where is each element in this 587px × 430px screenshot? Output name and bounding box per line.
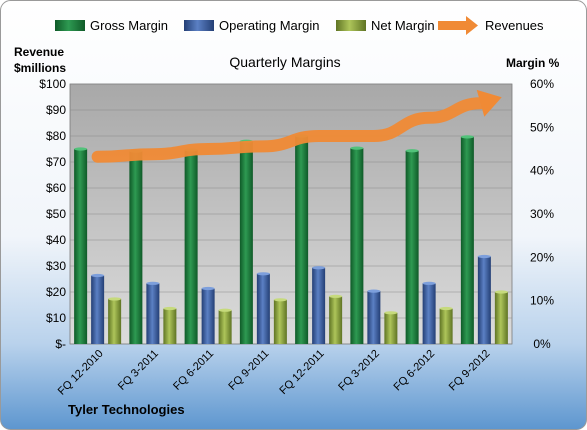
bar-cap-operating-margin bbox=[312, 266, 326, 270]
bar-cap-net-margin bbox=[439, 306, 453, 311]
bar-cap-net-margin bbox=[163, 306, 177, 311]
left-tick-label: $90 bbox=[46, 103, 66, 117]
left-tick-label: $10 bbox=[46, 311, 66, 325]
right-axis-label: Margin % bbox=[506, 56, 560, 70]
legend-label-gross-margin: Gross Margin bbox=[90, 18, 168, 33]
bar-gross-margin bbox=[74, 149, 88, 344]
bar-operating-margin bbox=[312, 267, 326, 344]
right-tick-label: 10% bbox=[530, 294, 554, 308]
bar-net-margin bbox=[329, 296, 343, 344]
left-tick-label: $60 bbox=[46, 181, 66, 195]
bars bbox=[74, 134, 508, 344]
bar-gross-margin bbox=[350, 148, 364, 344]
bar-cap-operating-margin bbox=[146, 281, 160, 285]
bar-net-margin bbox=[273, 299, 287, 344]
left-tick-label: $100 bbox=[39, 77, 66, 91]
legend-arrow-revenues bbox=[438, 16, 478, 35]
bar-gross-margin bbox=[405, 150, 419, 344]
legend: Gross Margin Operating Margin Net Margin… bbox=[55, 16, 544, 35]
right-tick-label: 60% bbox=[530, 77, 554, 91]
left-tick-label: $- bbox=[55, 337, 66, 351]
left-axis-label-line2: $millions bbox=[14, 61, 66, 75]
right-axis-ticks: 0% 10% 20% 30% 40% 50% 60% bbox=[530, 77, 554, 351]
legend-swatch-net-margin bbox=[336, 20, 366, 31]
bar-cap-net-margin bbox=[108, 297, 122, 301]
bar-cap-gross-margin bbox=[405, 149, 419, 153]
bar-gross-margin bbox=[295, 136, 309, 344]
revenue-arrowhead bbox=[476, 89, 502, 117]
footer-company: Tyler Technologies bbox=[68, 402, 185, 417]
chart-title: Quarterly Margins bbox=[229, 54, 340, 70]
right-tick-label: 50% bbox=[530, 120, 554, 134]
bar-cap-operating-margin bbox=[477, 254, 491, 259]
bar-cap-net-margin bbox=[384, 311, 398, 315]
bar-gross-margin bbox=[239, 141, 253, 344]
legend-label-net-margin: Net Margin bbox=[371, 18, 435, 33]
bar-cap-operating-margin bbox=[422, 281, 436, 285]
bar-net-margin bbox=[494, 292, 508, 344]
bar-operating-margin bbox=[367, 291, 381, 344]
legend-label-revenues: Revenues bbox=[485, 18, 544, 33]
right-tick-label: 0% bbox=[533, 337, 551, 351]
right-tick-label: 40% bbox=[530, 164, 554, 178]
left-tick-label: $50 bbox=[46, 207, 66, 221]
legend-label-operating-margin: Operating Margin bbox=[219, 18, 319, 33]
left-tick-label: $80 bbox=[46, 129, 66, 143]
bar-operating-margin bbox=[477, 256, 491, 344]
legend-swatch-operating-margin bbox=[184, 20, 214, 31]
bar-cap-operating-margin bbox=[367, 289, 381, 293]
bar-net-margin bbox=[163, 308, 177, 344]
legend-swatch-gross-margin bbox=[55, 20, 85, 31]
bar-cap-gross-margin bbox=[74, 147, 88, 151]
bar-gross-margin bbox=[184, 149, 198, 344]
bar-net-margin bbox=[218, 310, 232, 344]
left-axis-ticks: $- $10 $20 $30 $40 $50 $60 $70 $80 $90 $100 bbox=[39, 77, 66, 351]
bar-operating-margin bbox=[201, 288, 215, 344]
bar-cap-net-margin bbox=[218, 308, 232, 312]
bar-cap-net-margin bbox=[494, 290, 508, 294]
bar-cap-operating-margin bbox=[256, 272, 270, 276]
bar-cap-operating-margin bbox=[201, 286, 215, 291]
bar-net-margin bbox=[108, 298, 122, 344]
bar-cap-gross-margin bbox=[350, 146, 364, 150]
right-tick-label: 20% bbox=[530, 250, 554, 264]
revenue-line-path bbox=[91, 97, 487, 163]
legend-item-net-margin: Net Margin bbox=[336, 18, 435, 33]
bar-net-margin bbox=[439, 308, 453, 344]
bar-gross-margin bbox=[460, 136, 474, 344]
left-tick-label: $30 bbox=[46, 259, 66, 273]
left-axis-label-line1: Revenue bbox=[14, 45, 64, 59]
bar-cap-net-margin bbox=[273, 298, 287, 302]
bar-gross-margin bbox=[129, 151, 143, 344]
legend-item-revenues: Revenues bbox=[438, 16, 544, 35]
bar-cap-gross-margin bbox=[460, 135, 474, 139]
right-tick-label: 30% bbox=[530, 207, 554, 221]
legend-item-operating-margin: Operating Margin bbox=[184, 18, 319, 33]
bar-net-margin bbox=[384, 312, 398, 344]
left-tick-label: $40 bbox=[46, 233, 66, 247]
revenue-line bbox=[91, 89, 502, 163]
bar-operating-margin bbox=[422, 283, 436, 344]
left-tick-label: $20 bbox=[46, 285, 66, 299]
left-tick-label: $70 bbox=[46, 155, 66, 169]
bar-cap-operating-margin bbox=[91, 273, 105, 278]
legend-item-gross-margin: Gross Margin bbox=[55, 18, 168, 33]
bar-operating-margin bbox=[91, 275, 105, 344]
bar-cap-net-margin bbox=[329, 294, 343, 298]
bar-operating-margin bbox=[256, 273, 270, 344]
bar-operating-margin bbox=[146, 283, 160, 344]
